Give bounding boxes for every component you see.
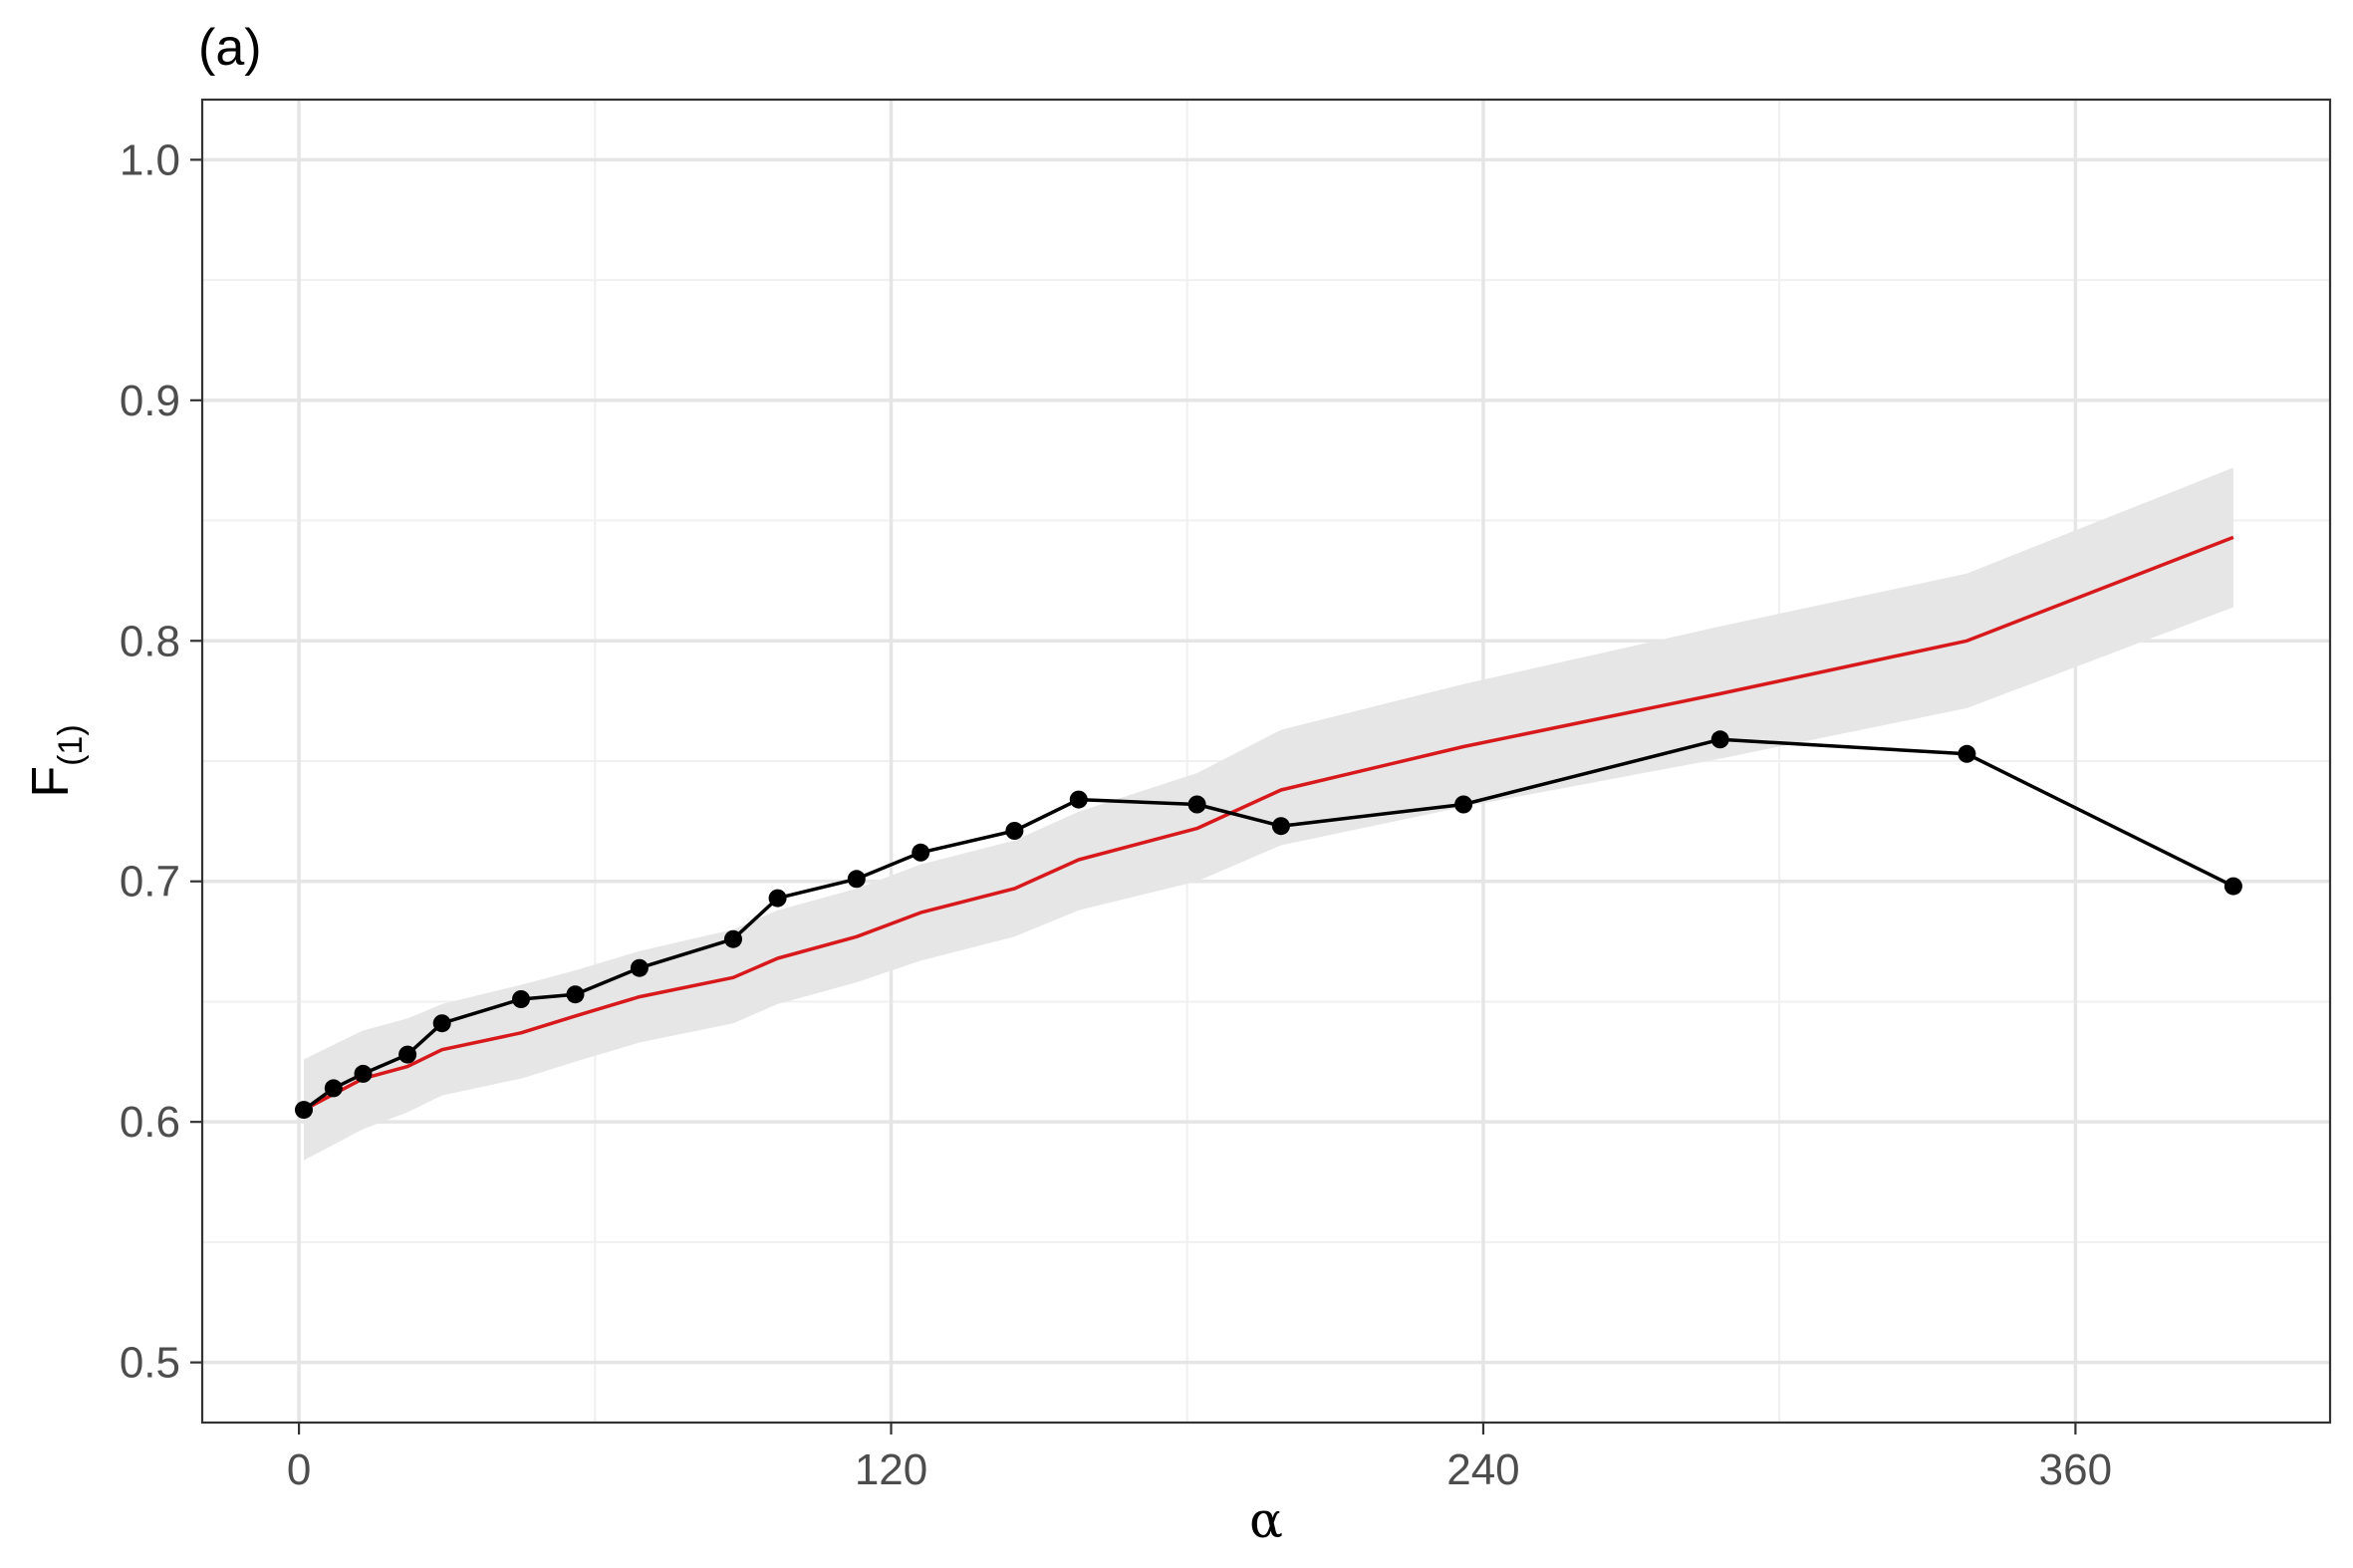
observed-point	[1958, 744, 1976, 763]
panel-border	[200, 98, 2332, 1425]
x-axis-title: α	[1249, 1491, 1283, 1549]
observed-point	[724, 929, 742, 948]
expected-line	[303, 535, 2234, 1112]
observed-point	[1069, 790, 1088, 809]
observed-point	[1005, 822, 1024, 840]
observed-point	[1271, 817, 1290, 836]
observed-point	[354, 1064, 373, 1083]
observed-point	[847, 870, 866, 889]
observed-point	[432, 1014, 451, 1033]
y-tick-label: 1.0	[120, 135, 180, 184]
observed-point	[2223, 877, 2242, 896]
x-tick-label: 360	[2039, 1445, 2112, 1494]
observed-point	[630, 958, 649, 977]
y-tick-label: 0.8	[120, 617, 180, 665]
panel-label: (a)	[198, 19, 262, 77]
observed-point	[398, 1045, 417, 1064]
x-tick-label: 240	[1446, 1445, 1519, 1494]
y-tick-label: 0.7	[120, 858, 180, 907]
y-axis-title-subscript: (1)	[52, 724, 90, 766]
observed-point	[512, 990, 530, 1008]
observed-point	[768, 889, 787, 908]
observed-point	[1187, 795, 1206, 814]
x-tick-label: 120	[855, 1445, 927, 1494]
y-axis-title-main: F	[22, 766, 80, 798]
y-tick-label: 0.9	[120, 377, 180, 425]
x-axis: 0 120 240 360	[287, 1423, 2112, 1494]
svg-text:F(1): F(1)	[22, 724, 90, 797]
observed-point	[295, 1101, 313, 1120]
y-axis: 0.5 0.6 0.7 0.8 0.9 1.0	[120, 135, 202, 1388]
y-tick-label: 0.6	[120, 1098, 180, 1147]
observed-point	[1710, 730, 1729, 749]
observed-point	[912, 843, 930, 862]
confidence-band	[304, 467, 2233, 1161]
observed-point	[566, 985, 585, 1004]
x-tick-label: 0	[287, 1445, 311, 1494]
y-tick-label: 0.5	[120, 1339, 180, 1388]
data-layer	[295, 467, 2242, 1161]
plot-panel	[200, 98, 2332, 1425]
y-axis-title: F(1)	[22, 724, 90, 797]
observed-point	[1454, 795, 1473, 814]
observed-point	[324, 1079, 343, 1098]
